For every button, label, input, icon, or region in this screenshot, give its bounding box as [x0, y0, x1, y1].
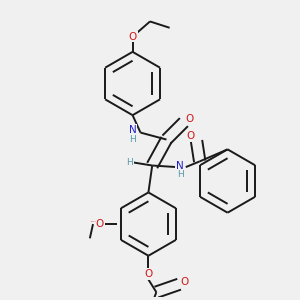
Text: O: O [185, 114, 194, 124]
Text: N: N [129, 125, 136, 135]
Text: O: O [144, 269, 152, 279]
Text: methoxy: methoxy [91, 221, 97, 222]
Text: O: O [128, 32, 137, 42]
Text: O: O [95, 219, 103, 229]
Text: H: H [126, 158, 133, 167]
Text: H: H [129, 135, 136, 144]
Text: O: O [187, 131, 195, 141]
Text: N: N [176, 161, 184, 171]
Text: O: O [181, 277, 189, 287]
Text: H: H [177, 170, 184, 179]
